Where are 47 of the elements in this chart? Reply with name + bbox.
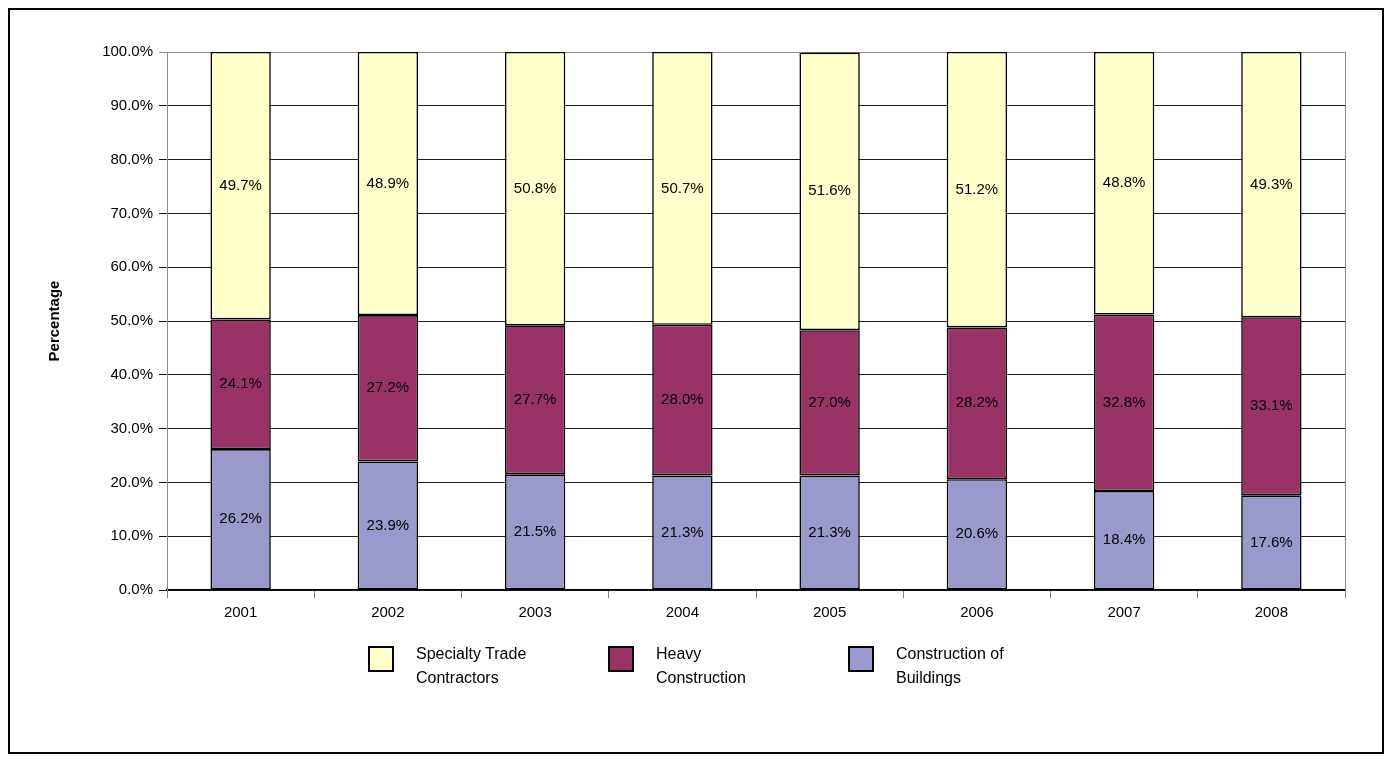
x-tick-label: 2008 — [1254, 603, 1289, 621]
y-tick-label: 0.0% — [118, 580, 153, 598]
data-label: 21.5% — [513, 522, 557, 540]
y-tick-label: 60.0% — [110, 257, 153, 275]
data-label: 33.1% — [1250, 396, 1293, 414]
data-label: 21.3% — [661, 522, 704, 540]
data-label: 27.2% — [366, 378, 410, 396]
x-tick-label: 2001 — [223, 603, 258, 621]
y-tick-label: 90.0% — [110, 95, 153, 113]
legend-label: Heavy Construction — [656, 644, 747, 688]
data-label: 17.6% — [1250, 532, 1293, 550]
x-tick-label: 2005 — [812, 603, 847, 621]
y-tick-label: 50.0% — [110, 311, 153, 329]
data-label: 50.7% — [661, 178, 704, 196]
y-axis-title: Percentage — [45, 280, 63, 362]
data-label: 48.9% — [366, 173, 410, 191]
data-label: 18.4% — [1102, 530, 1146, 548]
data-label: 51.6% — [808, 181, 851, 199]
x-tick-label: 2006 — [960, 603, 994, 621]
x-tick-label: 2003 — [518, 603, 552, 621]
data-label: 49.3% — [1250, 174, 1293, 192]
x-tick-label: 2004 — [665, 603, 700, 621]
y-tick-label: 40.0% — [110, 364, 153, 382]
data-label: 49.7% — [219, 175, 262, 193]
data-label: 28.2% — [955, 393, 999, 411]
y-tick-label: 80.0% — [110, 149, 153, 167]
y-tick-label: 70.0% — [110, 203, 153, 221]
data-label: 24.1% — [219, 374, 262, 392]
y-tick-label: 10.0% — [110, 526, 153, 544]
data-label: 27.7% — [513, 389, 557, 407]
data-label: 32.8% — [1102, 392, 1146, 410]
data-label: 48.8% — [1102, 173, 1146, 191]
y-tick-label: 30.0% — [110, 418, 153, 436]
data-label: 21.3% — [808, 522, 851, 540]
data-label: 20.6% — [955, 524, 999, 542]
data-label: 27.0% — [808, 392, 851, 410]
data-label: 50.8% — [513, 178, 557, 196]
legend-label: Specialty Trade Contractors — [416, 644, 528, 688]
data-label: 26.2% — [219, 509, 262, 527]
data-label: 51.2% — [955, 179, 999, 197]
x-tick-label: 2007 — [1107, 603, 1141, 621]
y-tick-label: 100.0% — [102, 42, 153, 60]
y-tick-label: 20.0% — [110, 472, 153, 490]
data-label: 23.9% — [366, 515, 410, 533]
legend-label: Construction of Buildings — [896, 644, 1005, 688]
data-label: 28.0% — [661, 390, 704, 408]
x-tick-label: 2002 — [371, 603, 405, 621]
